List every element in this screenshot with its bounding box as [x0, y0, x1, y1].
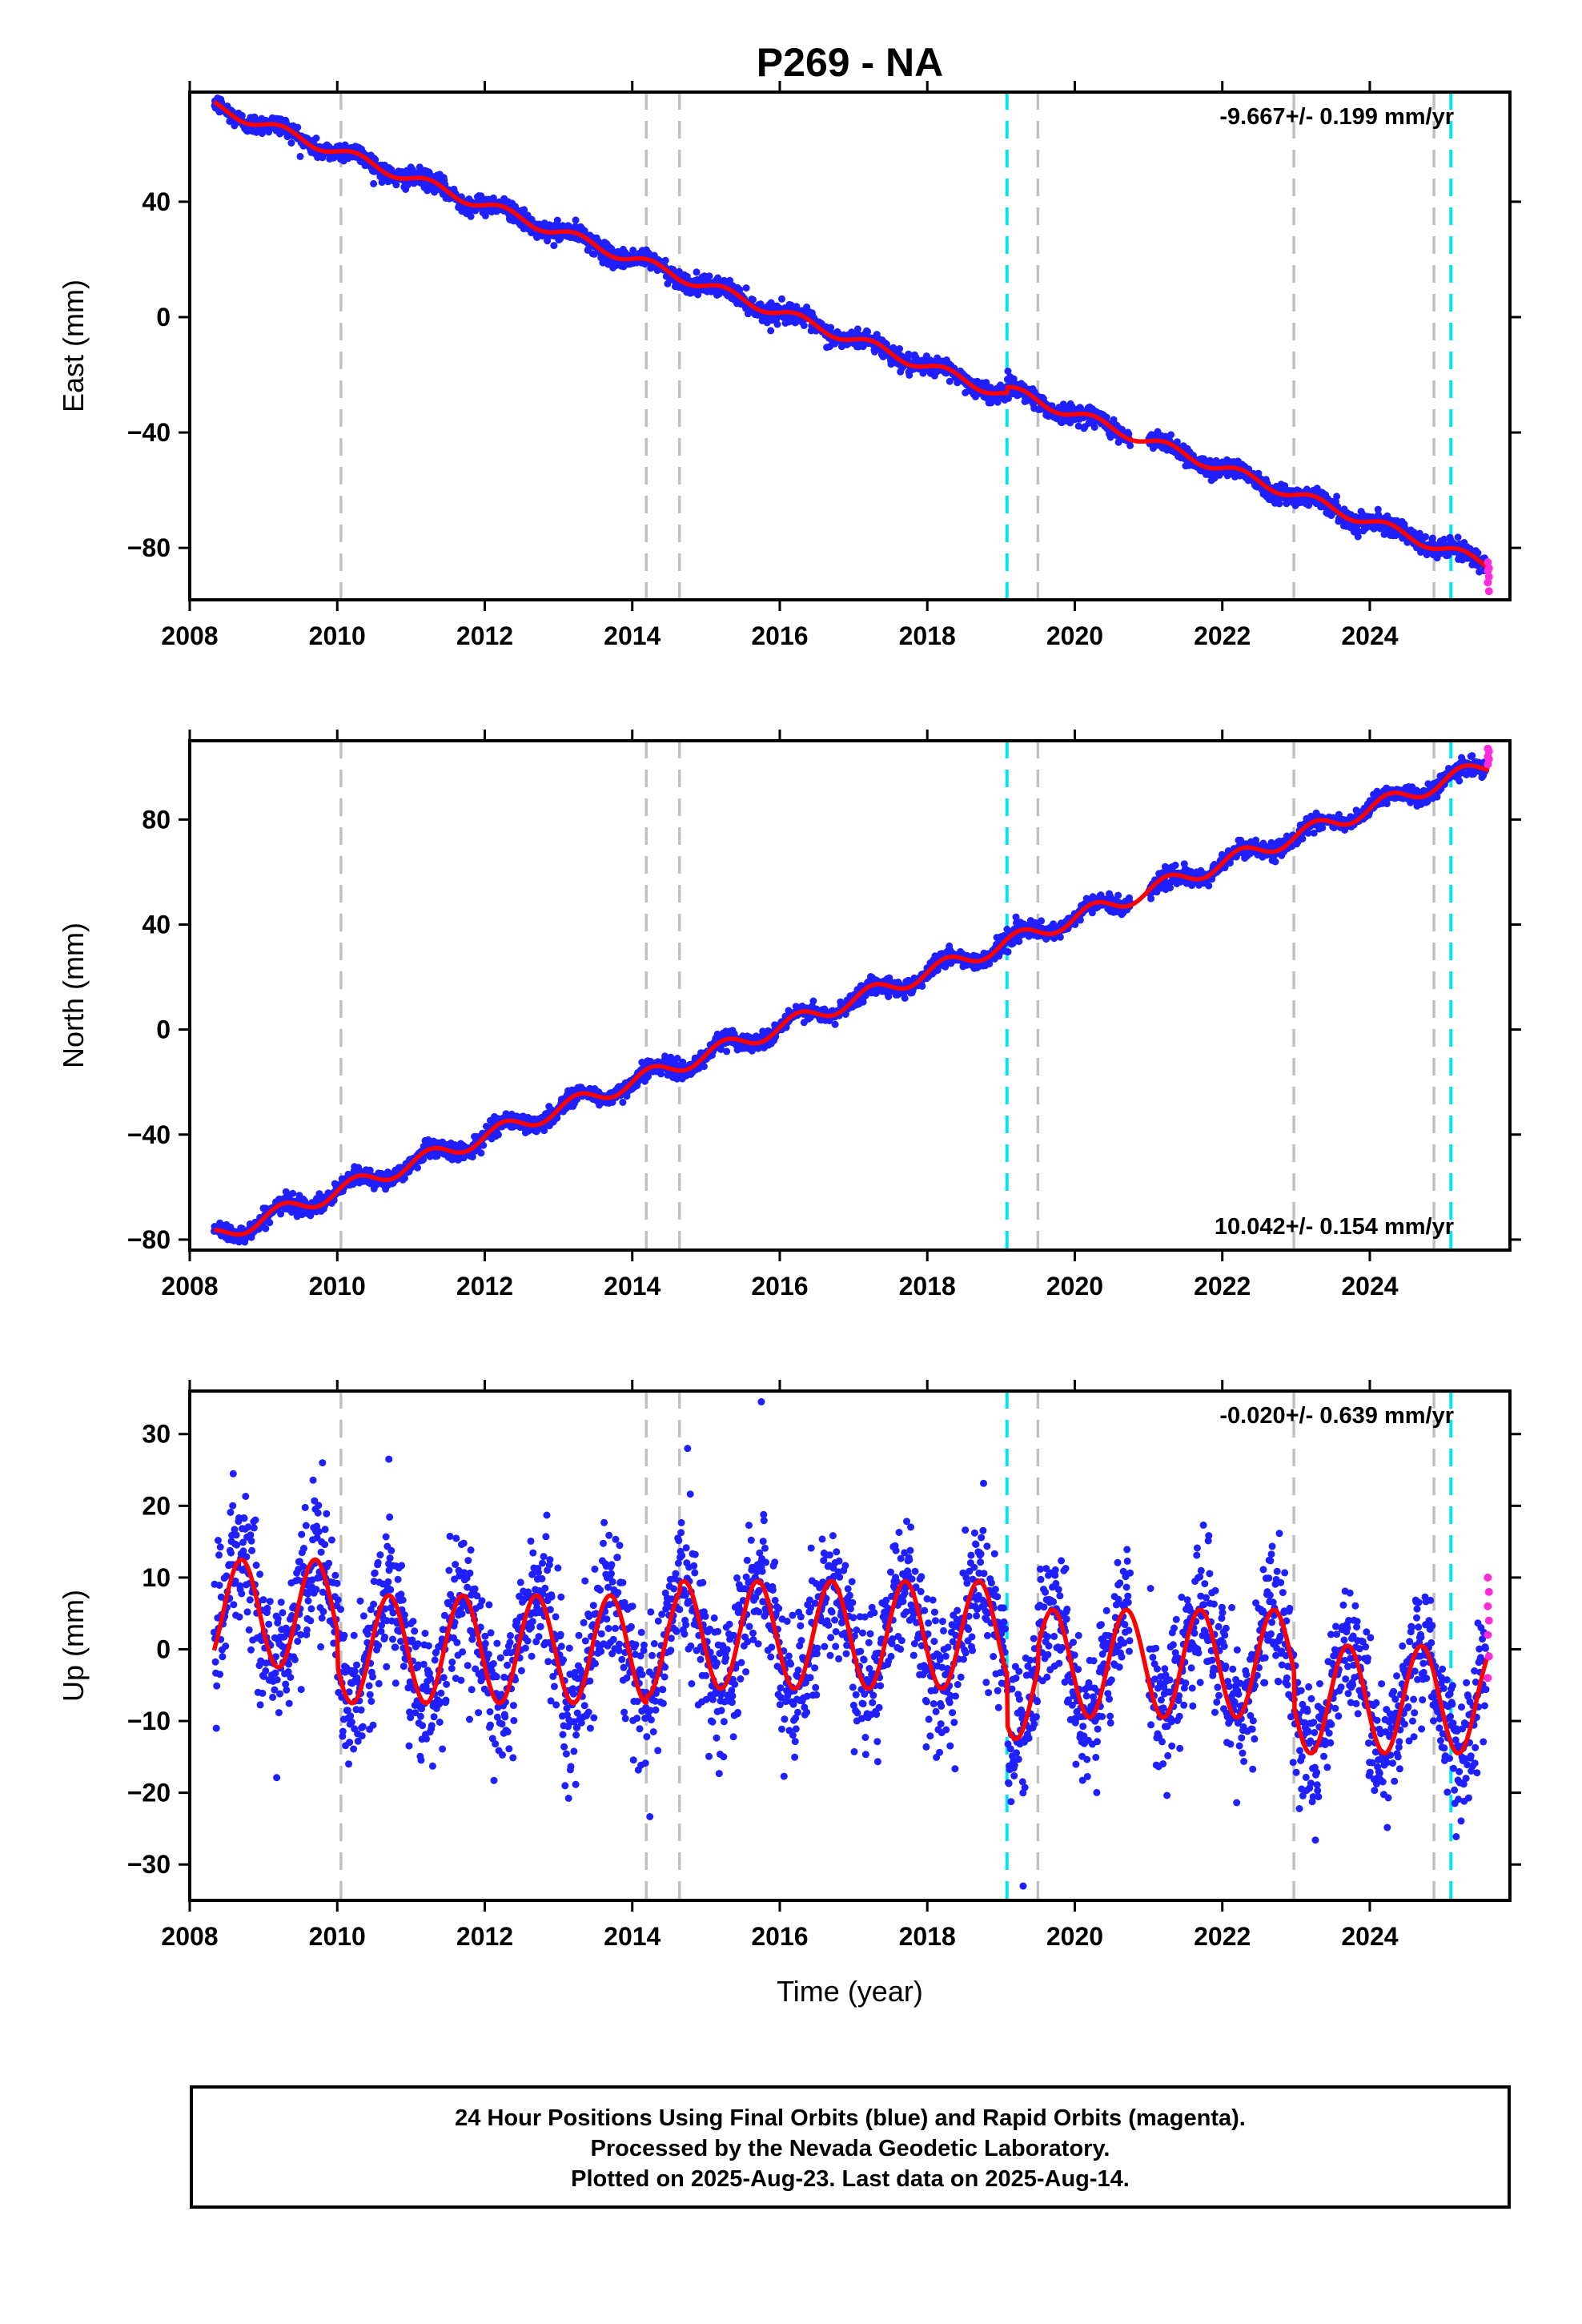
- final-orbit-point: [1090, 423, 1098, 431]
- x-tick-label: 2020: [1046, 621, 1103, 650]
- y-tick-label: −40: [127, 418, 171, 447]
- final-orbit-point: [1333, 493, 1341, 501]
- final-orbit-point: [982, 379, 990, 387]
- final-orbit-point: [831, 1020, 839, 1028]
- final-orbit-point: [619, 1099, 627, 1106]
- final-orbit-points: [211, 92, 1490, 576]
- final-orbit-point: [700, 1063, 708, 1071]
- final-orbit-point: [1422, 533, 1430, 541]
- x-tick-label: 2016: [751, 621, 808, 650]
- final-orbit-point: [312, 135, 320, 142]
- rapid-orbit-point: [1484, 578, 1492, 587]
- final-orbit-point: [1114, 891, 1122, 899]
- final-orbit-point: [997, 381, 1004, 389]
- final-orbit-point: [262, 1224, 270, 1232]
- final-orbit-point: [1038, 917, 1046, 925]
- final-orbit-point: [1102, 413, 1110, 421]
- final-orbit-point: [853, 325, 861, 333]
- final-orbit-point: [1010, 375, 1018, 383]
- final-orbit-point: [742, 284, 750, 292]
- final-orbit-point: [1126, 441, 1134, 449]
- x-tick-label: 2012: [456, 621, 513, 650]
- final-orbit-point: [767, 327, 775, 335]
- final-orbit-point: [572, 216, 580, 224]
- final-orbit-point: [749, 296, 757, 304]
- final-orbit-point: [946, 377, 954, 385]
- y-axis-label: East (mm): [57, 279, 90, 412]
- final-orbit-point: [901, 994, 909, 1002]
- final-orbit-point: [723, 1047, 731, 1055]
- x-tick-label: 2018: [899, 621, 956, 650]
- final-orbit-point: [827, 324, 835, 332]
- final-orbit-point: [370, 179, 378, 187]
- plot-area: [210, 741, 1493, 1250]
- rapid-orbit-points: [1484, 558, 1493, 596]
- final-orbit-point: [1004, 948, 1012, 956]
- final-orbit-point: [800, 322, 808, 329]
- final-orbit-point: [550, 242, 558, 250]
- final-orbit-point: [289, 1189, 297, 1197]
- panel-east: 2008 2010 2012 2014 2016 2018 2020 2022 2024 −80 −…: [57, 40, 1521, 650]
- final-orbit-point: [266, 1219, 274, 1227]
- x-tick-label: 2008: [161, 621, 218, 650]
- y-tick-label: 40: [142, 187, 171, 216]
- final-orbit-point: [477, 1149, 485, 1157]
- final-orbit-point: [809, 997, 817, 1005]
- velocity-annotation: -9.667+/- 0.199 mm/yr: [1219, 104, 1454, 130]
- x-tick-label: 2014: [604, 621, 661, 650]
- final-orbit-point: [1056, 933, 1064, 941]
- chart-title: P269 - NA: [757, 40, 943, 85]
- final-orbit-point: [1167, 431, 1175, 439]
- final-orbit-point: [287, 139, 295, 147]
- y-tick-label: −80: [127, 533, 171, 562]
- final-orbit-point: [477, 192, 485, 200]
- final-orbit-point: [864, 328, 872, 336]
- final-orbit-point: [1428, 534, 1436, 542]
- final-orbit-point: [296, 152, 304, 160]
- x-tick-label: 2010: [309, 621, 366, 650]
- panel-north: 2008 2010 2012 2014 2016 2018 2020 2022 2024−80−…: [57, 730, 1521, 1301]
- final-orbit-point: [905, 371, 913, 379]
- final-orbit-point: [258, 130, 266, 138]
- final-orbit-point: [414, 1164, 421, 1172]
- y-tick-label: 0: [156, 303, 171, 332]
- final-orbit-point: [705, 272, 713, 280]
- final-orbit-point: [553, 216, 561, 224]
- final-orbit-point: [693, 268, 701, 276]
- final-orbit-point: [778, 295, 785, 303]
- final-orbit-point: [773, 320, 781, 328]
- final-orbit-point: [1454, 533, 1462, 541]
- final-orbit-point: [661, 256, 669, 264]
- final-orbit-point: [294, 123, 302, 131]
- final-orbit-point: [495, 1131, 502, 1139]
- final-orbit-point: [1004, 368, 1012, 375]
- x-tick-label: 2022: [1194, 621, 1251, 650]
- final-orbit-point: [918, 983, 926, 990]
- final-orbit-point: [629, 247, 637, 254]
- final-orbit-point: [238, 111, 246, 119]
- final-orbit-point: [467, 212, 475, 220]
- x-tick-label: 2024: [1341, 621, 1398, 650]
- final-orbit-point: [896, 345, 904, 352]
- final-orbit-point: [520, 206, 528, 214]
- rapid-orbit-point: [1484, 587, 1493, 596]
- plot-area: [211, 92, 1493, 600]
